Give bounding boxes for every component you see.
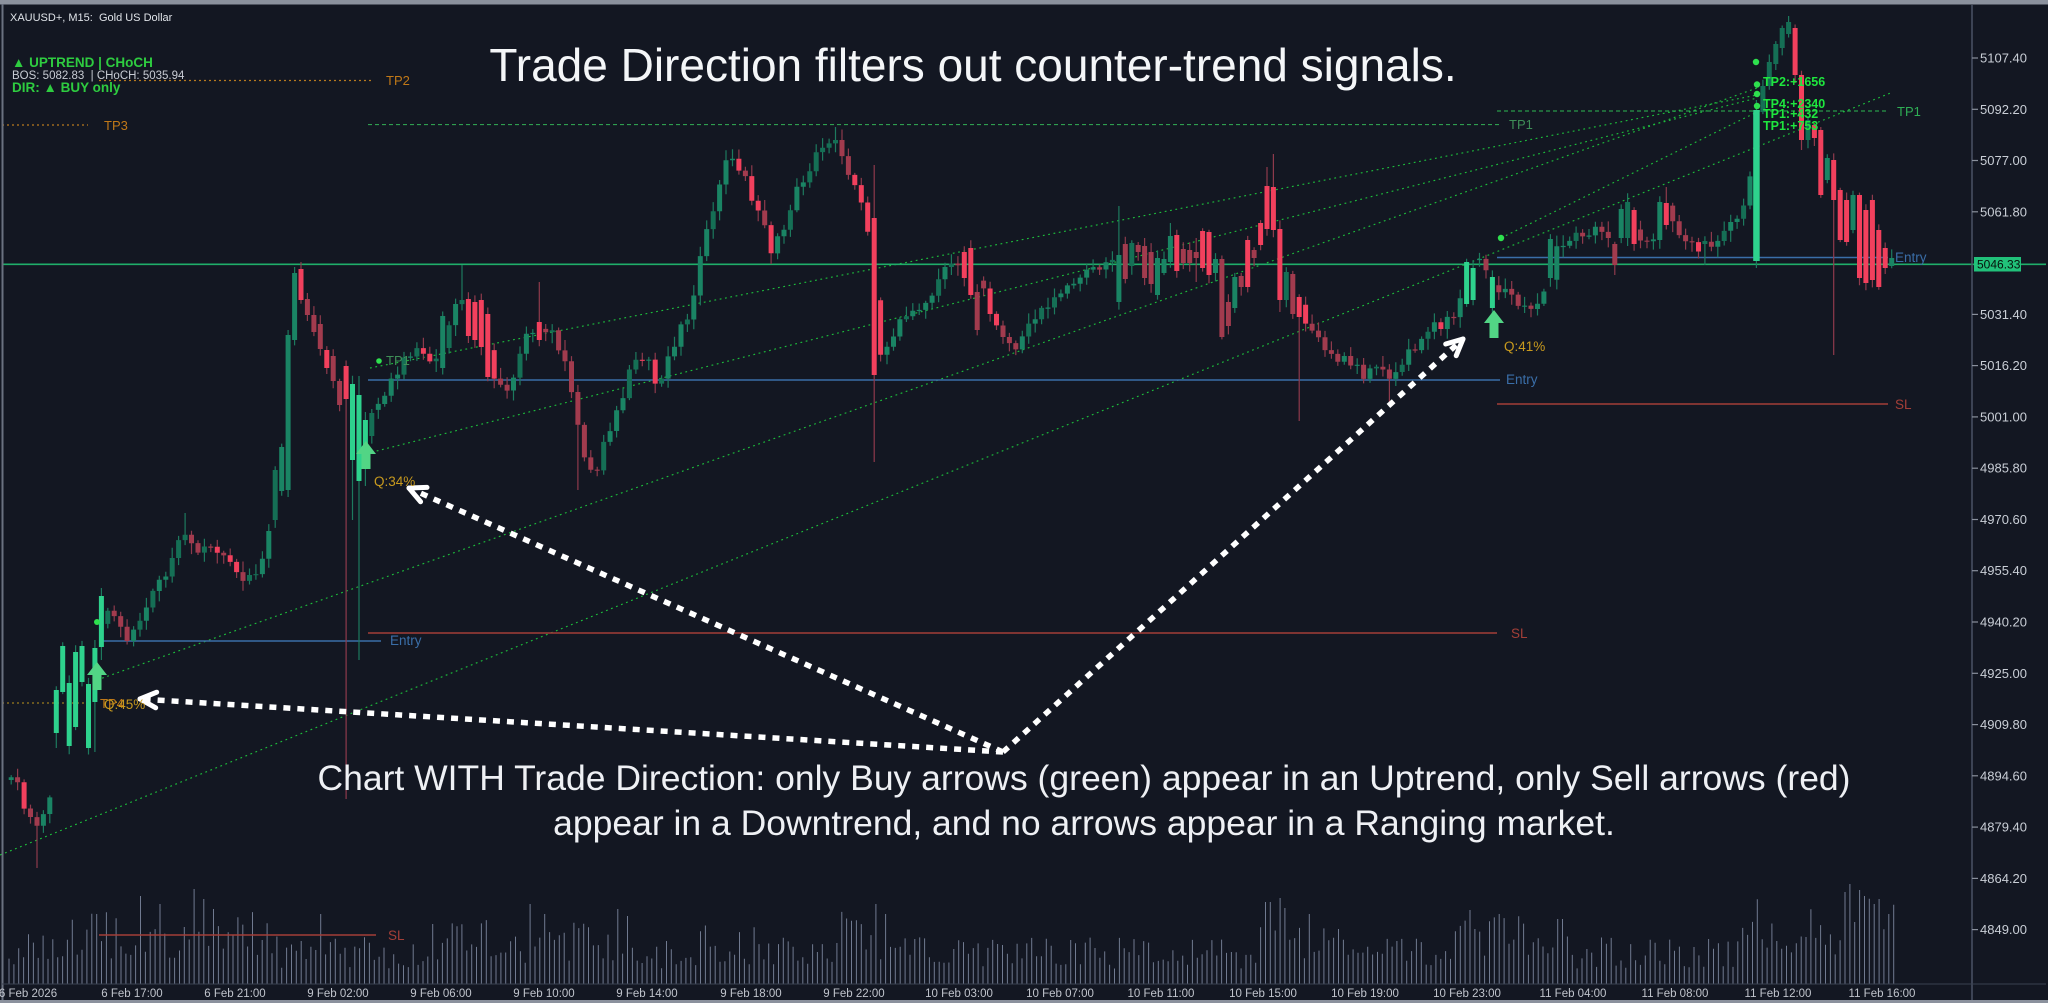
svg-text:TP4:+2340: TP4:+2340 (1763, 97, 1825, 111)
svg-text:6 Feb 2026: 6 Feb 2026 (0, 988, 57, 1000)
svg-text:TP4: TP4 (100, 696, 124, 711)
svg-text:5016.20: 5016.20 (1980, 358, 2027, 373)
svg-text:4940.20: 4940.20 (1980, 615, 2027, 630)
svg-text:Trade Direction filters out co: Trade Direction filters out counter-tren… (489, 39, 1456, 91)
svg-text:4925.00: 4925.00 (1980, 666, 2027, 681)
svg-text:SL: SL (1511, 626, 1528, 641)
svg-text:appear in a Downtrend, and no: appear in a Downtrend, and no arrows app… (553, 803, 1615, 843)
svg-text:DIR: ▲ BUY only: DIR: ▲ BUY only (12, 80, 121, 95)
svg-text:10 Feb 07:00: 10 Feb 07:00 (1026, 988, 1094, 1000)
svg-text:9 Feb 10:00: 9 Feb 10:00 (513, 988, 574, 1000)
svg-text:TP3: TP3 (104, 118, 128, 133)
svg-text:Entry: Entry (1895, 250, 1927, 265)
svg-text:TP2:+1656: TP2:+1656 (1763, 75, 1825, 89)
svg-text:4985.80: 4985.80 (1980, 461, 2027, 476)
svg-text:6 Feb 17:00: 6 Feb 17:00 (101, 988, 162, 1000)
svg-text:5077.00: 5077.00 (1980, 153, 2027, 168)
svg-text:11 Feb 08:00: 11 Feb 08:00 (1642, 988, 1709, 1000)
svg-text:▲ UPTREND | CHoCH: ▲ UPTREND | CHoCH (12, 55, 153, 70)
svg-text:4909.80: 4909.80 (1980, 717, 2027, 732)
svg-text:TP1:+753: TP1:+753 (1763, 119, 1818, 133)
svg-text:Q:34%: Q:34% (374, 474, 415, 489)
svg-text:10 Feb 03:00: 10 Feb 03:00 (925, 988, 993, 1000)
svg-text:4955.40: 4955.40 (1980, 563, 2027, 578)
svg-text:10 Feb 11:00: 10 Feb 11:00 (1128, 988, 1195, 1000)
svg-text:10 Feb 23:00: 10 Feb 23:00 (1433, 988, 1501, 1000)
svg-text:Q:41%: Q:41% (1504, 339, 1545, 354)
svg-text:10 Feb 19:00: 10 Feb 19:00 (1331, 988, 1399, 1000)
svg-text:9 Feb 14:00: 9 Feb 14:00 (616, 988, 677, 1000)
svg-text:11 Feb 12:00: 11 Feb 12:00 (1745, 988, 1812, 1000)
svg-text:SL: SL (1895, 397, 1912, 412)
svg-text:5092.20: 5092.20 (1980, 102, 2027, 117)
svg-text:4879.40: 4879.40 (1980, 820, 2027, 835)
svg-text:11 Feb 16:00: 11 Feb 16:00 (1849, 988, 1916, 1000)
svg-text:4849.00: 4849.00 (1980, 922, 2027, 937)
svg-text:TP1: TP1 (1897, 104, 1921, 119)
svg-text:4864.20: 4864.20 (1980, 871, 2027, 886)
svg-text:TP2: TP2 (386, 73, 410, 88)
svg-text:4894.60: 4894.60 (1980, 768, 2027, 783)
svg-text:9 Feb 02:00: 9 Feb 02:00 (307, 988, 368, 1000)
svg-text:SL: SL (388, 928, 405, 943)
svg-text:5046.33: 5046.33 (1977, 258, 2021, 272)
svg-text:11 Feb 04:00: 11 Feb 04:00 (1540, 988, 1607, 1000)
svg-text:TP1:+432: TP1:+432 (1763, 107, 1818, 121)
svg-text:5001.00: 5001.00 (1980, 409, 2027, 424)
svg-text:BOS: 5082.83 | CHoCH: 5035.94: BOS: 5082.83 | CHoCH: 5035.94 (12, 70, 185, 82)
svg-text:Q:45%: Q:45% (104, 697, 145, 712)
svg-text:5107.40: 5107.40 (1980, 51, 2027, 66)
svg-text:9 Feb 18:00: 9 Feb 18:00 (720, 988, 781, 1000)
svg-text:5061.80: 5061.80 (1980, 204, 2027, 219)
svg-text:TP1: TP1 (1509, 117, 1533, 132)
svg-text:9 Feb 06:00: 9 Feb 06:00 (410, 988, 471, 1000)
svg-text:Entry: Entry (1506, 372, 1538, 387)
svg-text:10 Feb 15:00: 10 Feb 15:00 (1229, 988, 1297, 1000)
svg-text:4970.60: 4970.60 (1980, 512, 2027, 527)
svg-text:6 Feb 21:00: 6 Feb 21:00 (204, 988, 265, 1000)
svg-text:5031.40: 5031.40 (1980, 307, 2027, 322)
svg-text:XAUUSD+, M15: Gold US Dollar: XAUUSD+, M15: Gold US Dollar (10, 12, 173, 24)
svg-text:Entry: Entry (390, 633, 422, 648)
svg-text:Chart WITH Trade Direction: on: Chart WITH Trade Direction: only Buy arr… (317, 758, 1850, 798)
svg-text:TP1: TP1 (386, 353, 410, 368)
svg-text:9 Feb 22:00: 9 Feb 22:00 (823, 988, 884, 1000)
